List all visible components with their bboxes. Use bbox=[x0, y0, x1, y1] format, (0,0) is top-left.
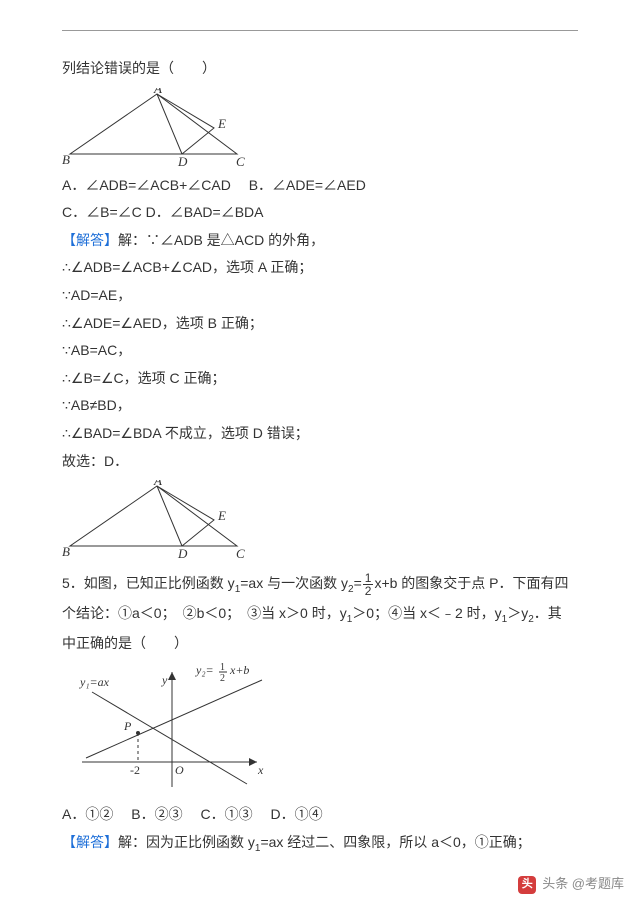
fraction-half: 12 bbox=[363, 572, 374, 597]
svg-text:C: C bbox=[236, 546, 245, 560]
q4-solution-4: ∴∠ADE=∠AED，选项 B 正确； bbox=[62, 310, 578, 337]
q5-solution-1: 【解答】解：因为正比例函数 y1=ax 经过二、四象限，所以 a＜0，①正确； bbox=[62, 829, 578, 858]
q4-option-a: A．∠ADB=∠ACB+∠CAD B．∠ADE=∠AED bbox=[62, 172, 578, 199]
q4-solution-1: 【解答】解：∵∠ADB 是△ACD 的外角， bbox=[62, 227, 578, 254]
watermark: 头 头条 @考题库 bbox=[518, 872, 624, 897]
q4-solution-2: ∴∠ADB=∠ACB+∠CAD，选项 A 正确； bbox=[62, 254, 578, 281]
q4-solution-5: ∵AB=AC， bbox=[62, 337, 578, 364]
svg-text:y₂=: y₂= bbox=[195, 663, 214, 677]
q4-solution-3: ∵AD=AE， bbox=[62, 282, 578, 309]
q4-solution-7: ∵AB≠BD， bbox=[62, 392, 578, 419]
svg-text:P: P bbox=[123, 719, 132, 733]
svg-text:-2: -2 bbox=[130, 763, 140, 777]
svg-text:B: B bbox=[62, 544, 70, 559]
lbl-B: B bbox=[62, 152, 70, 167]
lbl-E: E bbox=[217, 116, 226, 131]
solution-label: 【解答】 bbox=[62, 834, 118, 850]
lbl-C: C bbox=[236, 154, 245, 168]
q4-solution-9: 故选：D． bbox=[62, 448, 578, 475]
svg-text:2: 2 bbox=[220, 673, 225, 684]
solution-label: 【解答】 bbox=[62, 232, 118, 248]
q4-option-c: C．∠B=∠C D．∠BAD=∠BDA bbox=[62, 199, 578, 226]
svg-text:x: x bbox=[257, 763, 264, 777]
svg-text:D: D bbox=[177, 546, 188, 560]
lbl-D: D bbox=[177, 154, 188, 168]
q4-diagram-1: A B D C E bbox=[62, 88, 578, 168]
svg-text:1: 1 bbox=[220, 662, 225, 673]
svg-text:E: E bbox=[217, 508, 226, 523]
q5-diagram: y₁=ax y₂= 12 x+b y x P O -2 bbox=[62, 662, 578, 797]
q5-stem-2: 个结论：①a＜0； ②b＜0； ③当 x＞0 时，y1＞0；④当 x＜﹣2 时，… bbox=[62, 600, 578, 629]
q5-options: A．①② B．②③ C．①③ D．①④ bbox=[62, 801, 578, 828]
q5-stem-1: 5．如图，已知正比例函数 y1=ax 与一次函数 y2=12x+b 的图象交于点… bbox=[62, 570, 578, 599]
page-top-rule bbox=[62, 30, 578, 31]
svg-text:x+b: x+b bbox=[229, 663, 249, 677]
q4-intro: 列结论错误的是（ ） bbox=[62, 55, 578, 82]
svg-text:y₁=ax: y₁=ax bbox=[79, 675, 110, 689]
svg-text:y: y bbox=[161, 673, 168, 687]
q4-solution-6: ∴∠B=∠C，选项 C 正确； bbox=[62, 365, 578, 392]
q4-diagram-2: A B D C E bbox=[62, 480, 578, 560]
watermark-logo-icon: 头 bbox=[518, 876, 536, 894]
svg-text:O: O bbox=[175, 763, 184, 777]
q4-solution-8: ∴∠BAD=∠BDA 不成立，选项 D 错误； bbox=[62, 420, 578, 447]
q5-stem-3: 中正确的是（ ） bbox=[62, 630, 578, 657]
lbl-A: A bbox=[153, 88, 162, 96]
svg-text:A: A bbox=[153, 480, 162, 488]
watermark-text: 头条 @考题库 bbox=[542, 872, 624, 897]
